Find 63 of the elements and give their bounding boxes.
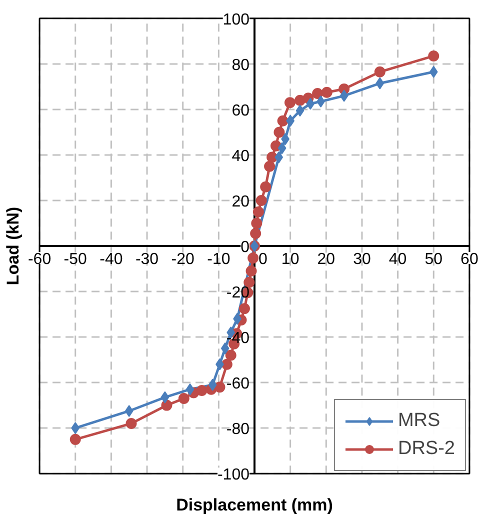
point xyxy=(71,422,80,434)
point xyxy=(429,66,438,78)
x-tick-label: 30 xyxy=(353,251,371,268)
point xyxy=(428,50,440,62)
y-tick-label: -100 xyxy=(217,466,250,484)
point xyxy=(374,66,386,78)
point xyxy=(260,181,272,192)
point xyxy=(238,303,250,314)
x-tick-label: -20 xyxy=(171,251,195,268)
point xyxy=(296,104,304,117)
y-tick-label: -80 xyxy=(226,421,250,438)
legend-label: DRS-2 xyxy=(398,438,455,460)
point xyxy=(321,86,332,98)
point xyxy=(124,404,134,417)
y-tick-label: 40 xyxy=(232,148,250,165)
y-tick-label: 100 xyxy=(222,11,250,28)
point xyxy=(225,350,236,361)
point xyxy=(248,252,259,264)
point xyxy=(274,151,284,164)
point xyxy=(70,434,81,445)
point xyxy=(214,382,226,393)
point xyxy=(250,228,262,239)
point xyxy=(244,276,255,288)
x-tick-label: -50 xyxy=(64,251,88,268)
point xyxy=(160,391,170,404)
point xyxy=(284,97,296,108)
x-tick-label: -60 xyxy=(28,251,52,268)
point xyxy=(208,378,217,391)
point xyxy=(220,342,230,354)
x-tick-label: -40 xyxy=(100,251,123,268)
x-tick-label: -30 xyxy=(135,251,159,268)
x-tick-label: 0 xyxy=(258,251,268,268)
x-tick-label: 50 xyxy=(424,251,443,268)
y-tick-label: -40 xyxy=(226,330,250,348)
point xyxy=(251,218,262,229)
point xyxy=(196,385,208,396)
y-tick-label: -60 xyxy=(226,376,250,393)
point xyxy=(178,392,190,404)
point xyxy=(277,115,288,126)
x-tick-label: 40 xyxy=(388,251,407,268)
point xyxy=(126,418,137,429)
x-tick-label: 20 xyxy=(317,251,336,268)
point xyxy=(161,400,172,411)
point xyxy=(340,90,348,102)
point xyxy=(264,160,276,172)
x-tick-label: 60 xyxy=(460,251,478,268)
x-tick-label: 10 xyxy=(281,251,300,268)
y-tick-label: 80 xyxy=(232,56,250,74)
x-axis-title: Displacement (mm) xyxy=(176,496,333,514)
point xyxy=(252,206,264,218)
point xyxy=(278,142,286,154)
y-tick-label: 0 xyxy=(240,239,250,256)
point xyxy=(246,266,257,277)
x-tick-label: -10 xyxy=(207,251,230,268)
point xyxy=(306,98,315,110)
legend-label: MRS xyxy=(398,410,440,432)
y-tick-label: 20 xyxy=(232,193,250,210)
point xyxy=(256,194,267,206)
point xyxy=(186,383,194,396)
y-axis-title: Load (kN) xyxy=(4,206,22,286)
y-tick-label: 60 xyxy=(232,102,250,120)
point xyxy=(274,126,285,138)
point xyxy=(376,77,384,90)
